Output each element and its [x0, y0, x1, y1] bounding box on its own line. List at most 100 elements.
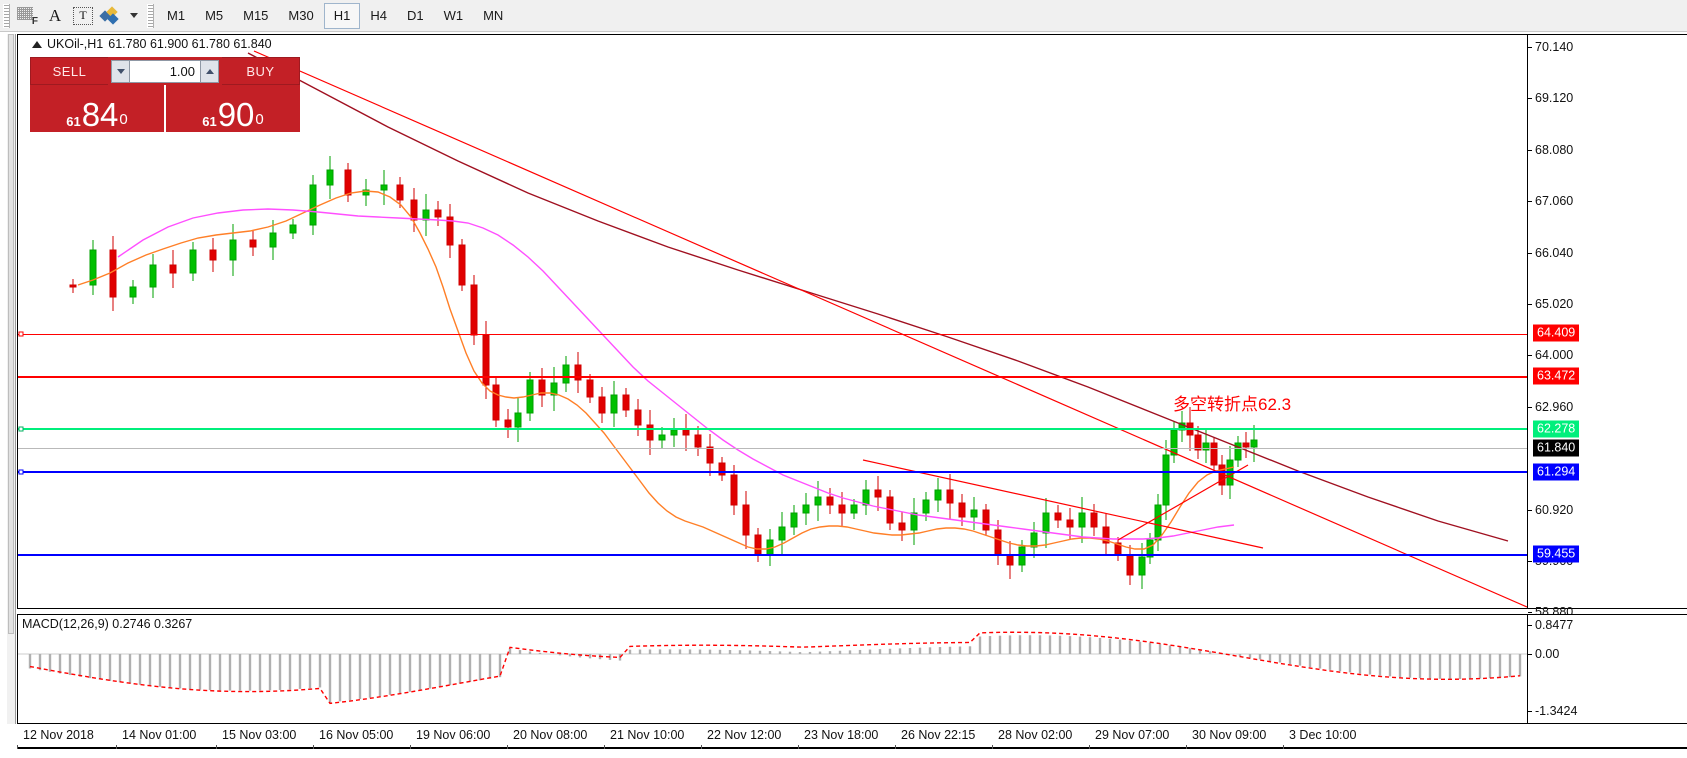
macd-svg	[18, 631, 1527, 705]
objects-dropdown-button[interactable]	[125, 3, 141, 29]
macd-header: MACD(12,26,9) 0.2746 0.3267	[22, 617, 193, 631]
candle-body	[694, 434, 702, 448]
support-2-label[interactable]: 59.455	[1533, 545, 1580, 563]
chevron-down-icon	[130, 13, 138, 18]
trendline-ascending-red	[862, 459, 1264, 549]
candle-body	[482, 334, 490, 386]
pivot-line-62278[interactable]	[18, 428, 1527, 430]
candle-body	[309, 184, 317, 226]
indicator-list-icon[interactable]: F	[13, 3, 41, 29]
support-line-61294[interactable]	[18, 471, 1527, 473]
volume-increment-button[interactable]	[200, 59, 219, 83]
price-tick-label-7: 62.960	[1535, 400, 1574, 414]
one-click-trading-panel[interactable]: SELL 1.00 BUY 61 84 0	[30, 57, 300, 132]
price-axis[interactable]: 70.140 69.120 68.080 67.060 66.040 65.020 64.0…	[1527, 34, 1687, 619]
price-tick-mark	[1528, 510, 1532, 511]
buy-button[interactable]: BUY	[222, 57, 300, 85]
time-axis-label-10: 28 Nov 02:00	[998, 728, 1073, 742]
candle-body	[1210, 442, 1218, 466]
volume-input[interactable]: 1.00	[130, 59, 200, 83]
macd-tick-label-2: -1.3424	[1535, 704, 1578, 718]
candle-body	[1054, 512, 1062, 521]
timeframe-m5[interactable]: M5	[195, 3, 233, 29]
candle-body	[1090, 512, 1098, 528]
candle-body	[249, 239, 257, 248]
timeframe-m30[interactable]: M30	[278, 3, 323, 29]
anchor-resistance-64409[interactable]	[18, 331, 24, 337]
timeframe-mn[interactable]: MN	[473, 3, 513, 29]
current-price-label[interactable]: 61.840	[1533, 439, 1580, 457]
price-tick-label-2: 68.080	[1535, 143, 1574, 157]
resistance-line-64409[interactable]	[18, 334, 1527, 335]
timeframe-h1[interactable]: H1	[323, 2, 361, 29]
vertical-scrollbar[interactable]	[7, 34, 16, 724]
price-tick-label-1: 69.120	[1535, 91, 1574, 105]
timeframe-d1[interactable]: D1	[397, 3, 434, 29]
timeframe-m15[interactable]: M15	[233, 3, 278, 29]
candle-body	[670, 429, 678, 436]
timeframe-m1[interactable]: M1	[157, 3, 195, 29]
time-axis-label-4: 19 Nov 06:00	[416, 728, 491, 742]
time-axis-label-13: 3 Dec 10:00	[1289, 728, 1357, 742]
price-tick-label-8: 60.920	[1535, 503, 1574, 517]
trade-panel-top-row: SELL 1.00 BUY	[30, 57, 300, 85]
macd-pane[interactable]: MACD(12,26,9) 0.2746 0.3267	[17, 614, 1527, 724]
timeframe-m1-label: M1	[167, 8, 186, 23]
price-tick-label-4: 66.040	[1535, 246, 1574, 260]
time-axis[interactable]: 12 Nov 2018 14 Nov 01:00 15 Nov 03:00 16 No…	[17, 725, 1687, 749]
trade-panel-price-row: 61 84 0 61 90 0	[30, 85, 300, 132]
chart-annotation-text[interactable]: 多空转折点62.3	[1173, 395, 1292, 414]
volume-control: 1.00	[108, 57, 222, 85]
candle-body	[1018, 546, 1026, 566]
price-chart-pane[interactable]: 多空转折点62.3 UKOil-,H1 61.780 61.900 61.780…	[17, 34, 1527, 609]
candle-body	[1042, 512, 1050, 534]
caret-down-icon	[116, 68, 125, 74]
price-tick-mark	[1528, 201, 1532, 202]
buy-price-cell[interactable]: 61 90 0	[166, 85, 300, 132]
anchor-support-61294[interactable]	[18, 469, 24, 475]
buy-price-sup: 0	[255, 111, 264, 128]
pivot-level-label[interactable]: 62.278	[1533, 420, 1580, 438]
volume-decrement-button[interactable]	[111, 59, 130, 83]
candle-body	[1102, 526, 1110, 544]
resistance-1-label[interactable]: 64.409	[1533, 324, 1580, 342]
macd-axis: 0.8477 0.00 -1.3424	[1527, 614, 1687, 724]
timeframe-w1[interactable]: W1	[434, 3, 474, 29]
price-tick-label-3: 67.060	[1535, 194, 1574, 208]
support-1-label[interactable]: 61.294	[1533, 463, 1580, 481]
chart-ohlc-label: 61.780 61.900 61.780 61.840	[108, 37, 272, 51]
resistance-line-63472[interactable]	[18, 376, 1527, 378]
text-tool-icon[interactable]: A	[41, 3, 69, 29]
text-label-tool-icon[interactable]: T	[69, 3, 97, 29]
letter-t-glyph: T	[73, 6, 93, 25]
sell-button[interactable]: SELL	[30, 57, 108, 85]
chart-collapse-icon[interactable]	[32, 40, 42, 48]
toolbar-grip-2[interactable]	[147, 3, 154, 28]
letter-a-glyph: A	[48, 5, 62, 25]
timeframe-m15-label: M15	[243, 8, 269, 23]
time-axis-label-8: 23 Nov 18:00	[804, 728, 879, 742]
anchor-pivot-62278[interactable]	[18, 426, 24, 432]
support-line-59455[interactable]	[18, 554, 1527, 556]
objects-shapes-icon[interactable]	[97, 3, 125, 29]
candle-body	[730, 474, 738, 506]
candle-body	[910, 512, 918, 531]
time-axis-separator	[17, 745, 18, 749]
price-tick-mark	[1528, 355, 1532, 356]
price-tick-mark	[1528, 98, 1532, 99]
resistance-2-label[interactable]: 63.472	[1533, 367, 1580, 385]
toolbar-grip-1[interactable]	[3, 3, 10, 28]
candle-body	[718, 462, 726, 476]
price-tick-mark	[1528, 47, 1532, 48]
price-tick-label-5: 65.020	[1535, 297, 1574, 311]
time-axis-label-0: 12 Nov 2018	[23, 728, 94, 742]
timeframe-h4[interactable]: H4	[360, 3, 397, 29]
timeframe-m30-label: M30	[288, 8, 314, 23]
candle-body	[622, 394, 630, 411]
time-axis-separator	[1283, 745, 1284, 749]
candle-body	[1066, 519, 1074, 528]
sell-price-cell[interactable]: 61 84 0	[30, 85, 164, 132]
time-axis-label-6: 21 Nov 10:00	[610, 728, 685, 742]
macd-tick-mark	[1528, 711, 1532, 712]
candle-body	[562, 364, 570, 384]
